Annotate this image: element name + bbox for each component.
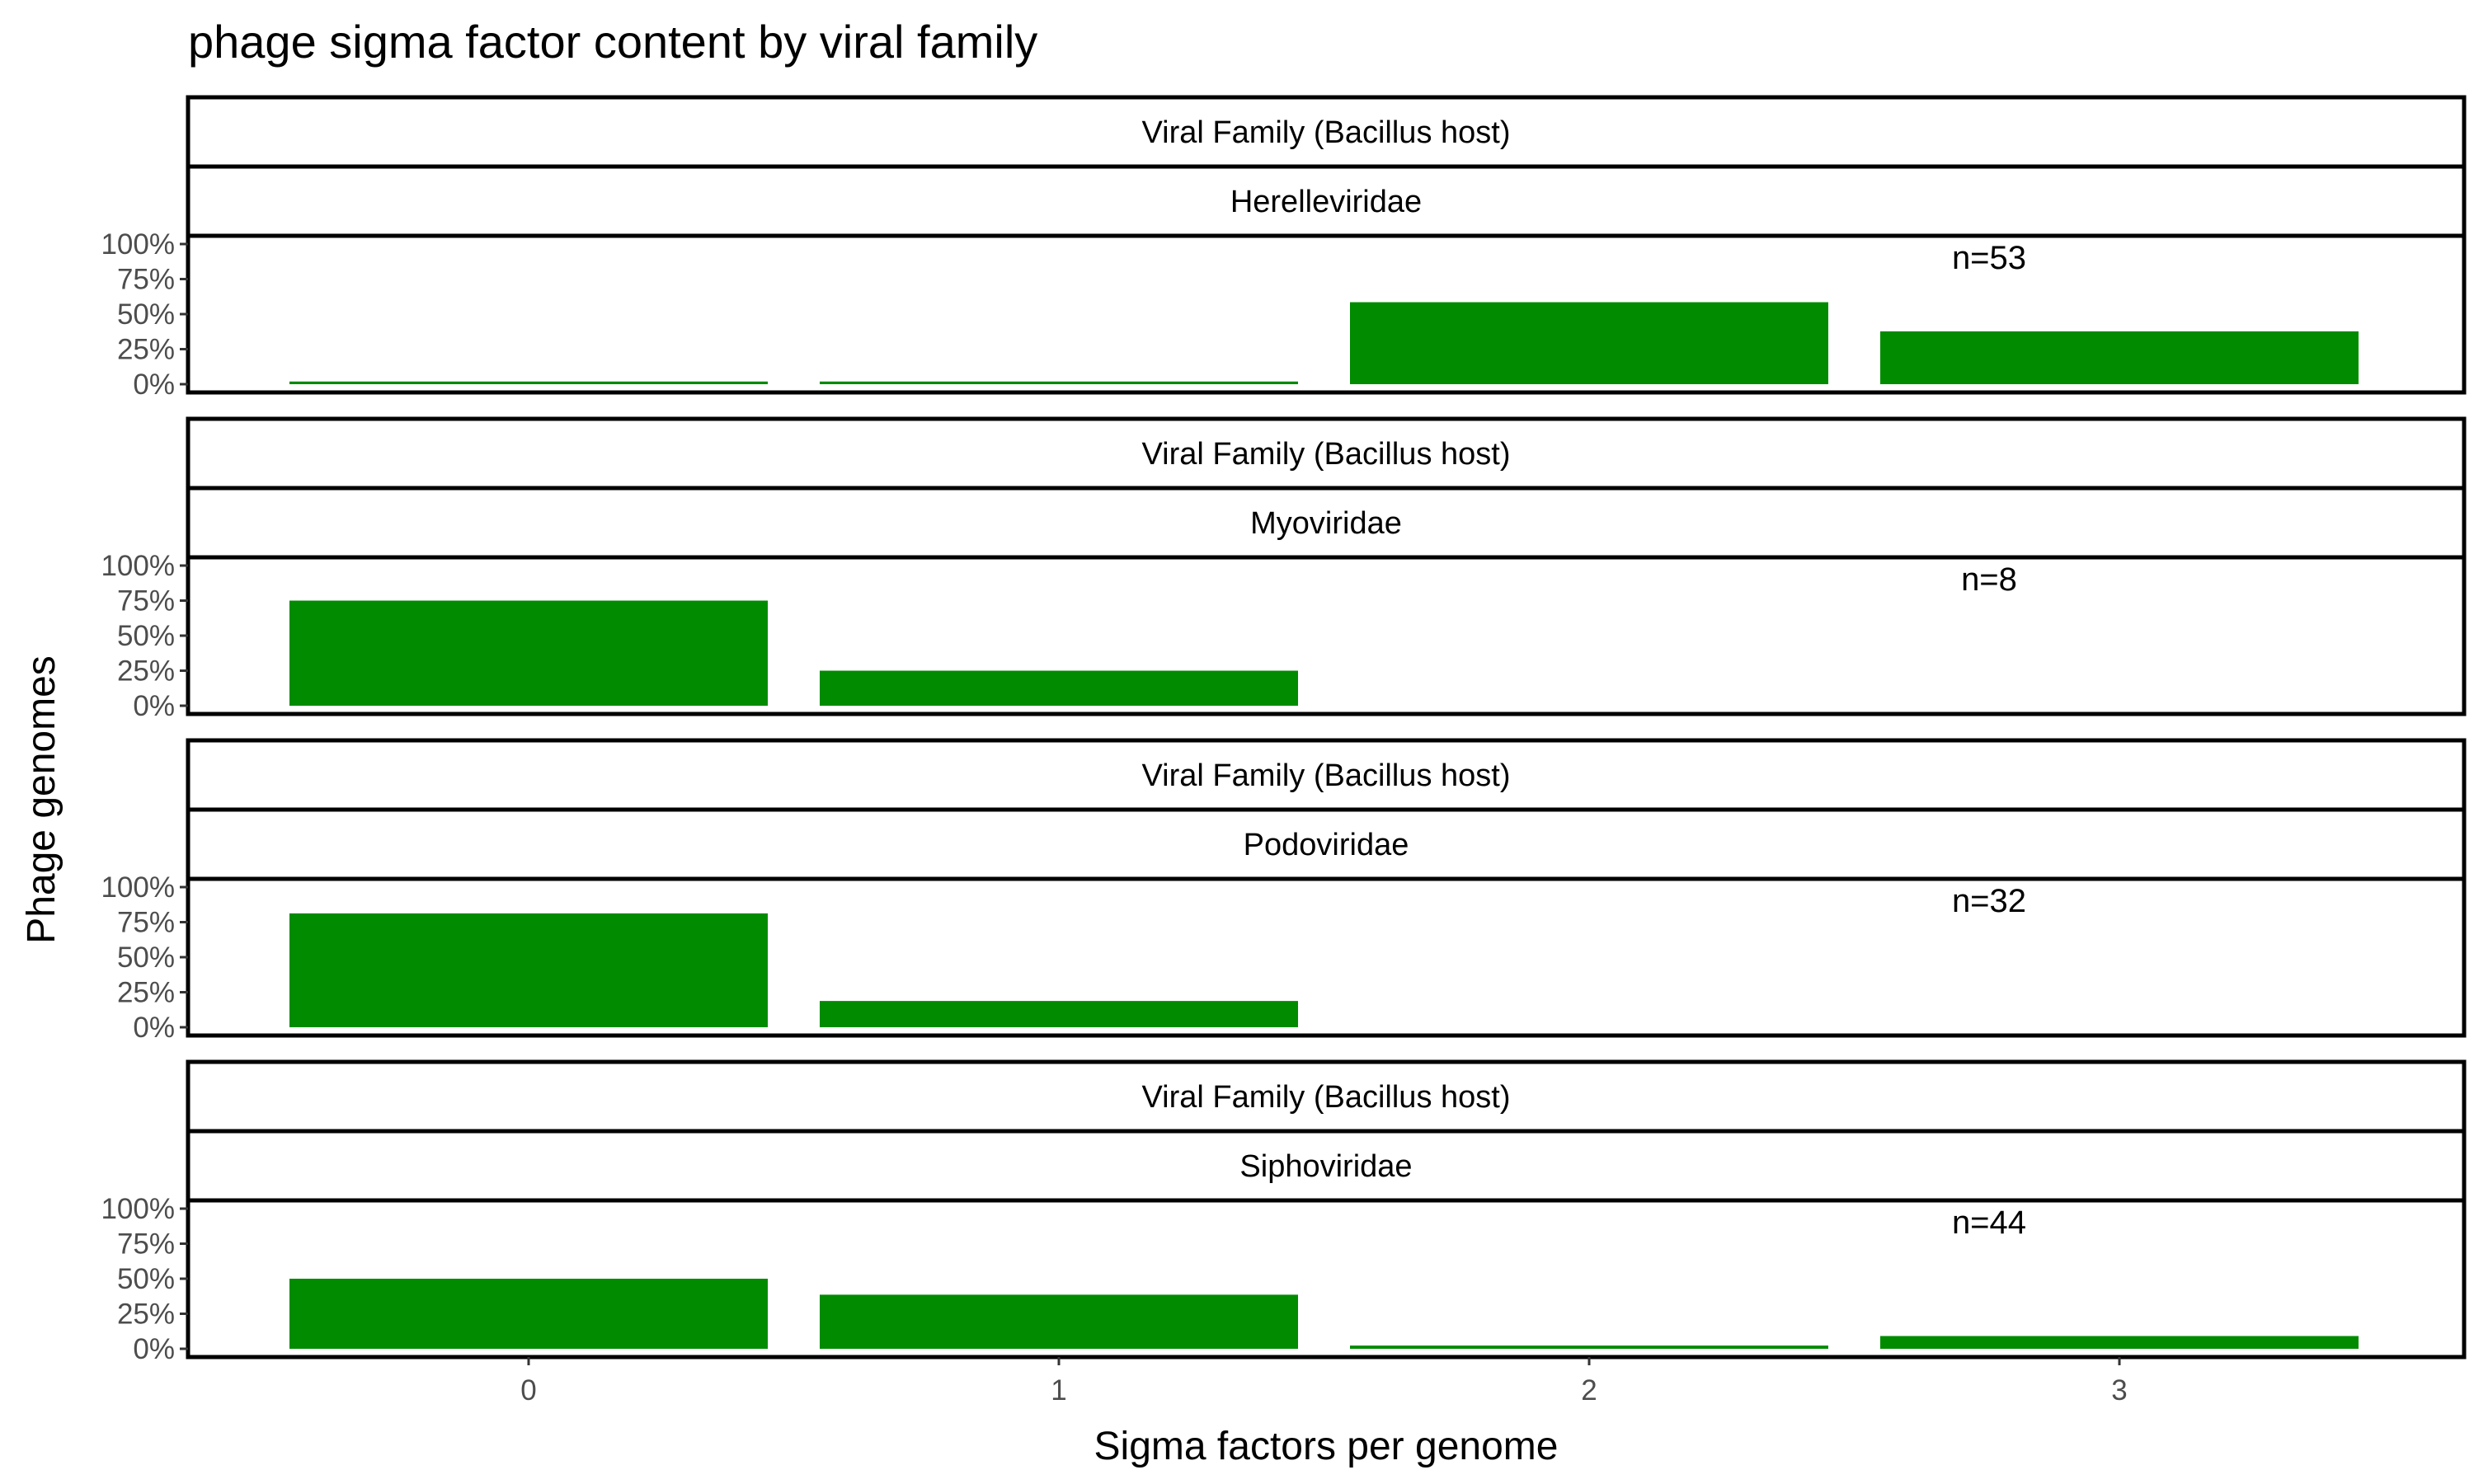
facet-strip-family-label: Podoviridae (1244, 828, 1409, 862)
y-tick-label: 75% (117, 1228, 175, 1261)
facet-panels: Viral Family (Bacillus host) Herellevirid… (101, 95, 2467, 1365)
facet-strip-family-label: Myoviridae (1250, 506, 1402, 541)
y-tick-label: 100% (101, 228, 175, 261)
facet-panel: Viral Family (Bacillus host) Siphoviridae… (101, 1059, 2467, 1365)
facet-strip-outer-label: Viral Family (Bacillus host) (1142, 758, 1511, 793)
y-tick-label: 0% (133, 1012, 175, 1044)
y-tick-label: 0% (133, 369, 175, 401)
bar (1350, 1345, 1828, 1349)
bar (1880, 1336, 2359, 1349)
y-tick-label: 0% (133, 690, 175, 722)
facet-strip-outer (186, 738, 2467, 812)
facet-strip-outer-label: Viral Family (Bacillus host) (1142, 1080, 1511, 1115)
facet-strip-inner (186, 164, 2467, 238)
y-tick-label: 75% (117, 585, 175, 618)
bar (289, 1279, 768, 1349)
sample-size-label: n=44 (1952, 1205, 2026, 1241)
facet-strip-family-label: Herelleviridae (1230, 185, 1422, 219)
facet-strip-inner (186, 486, 2467, 560)
facet-panel: Viral Family (Bacillus host) Herellevirid… (101, 95, 2467, 401)
facet-strip-inner (186, 1129, 2467, 1203)
x-tick-label: 0 (520, 1374, 536, 1407)
y-tick-label: 0% (133, 1333, 175, 1365)
sample-size-label: n=53 (1952, 240, 2026, 276)
facet-strip-family-label: Siphoviridae (1239, 1149, 1412, 1184)
y-tick-label: 50% (117, 298, 175, 331)
facet-panel: Viral Family (Bacillus host) Podoviridae 0… (101, 738, 2467, 1044)
bar (1350, 302, 1828, 384)
x-axis-title: Sigma factors per genome (1094, 1425, 1559, 1468)
bar (289, 913, 768, 1027)
bar (289, 381, 768, 384)
facet-strip-outer (186, 1059, 2467, 1134)
y-tick-label: 25% (117, 977, 175, 1009)
facet-strip-outer-label: Viral Family (Bacillus host) (1142, 437, 1511, 472)
y-tick-label: 75% (117, 264, 175, 296)
x-tick-label: 2 (1581, 1374, 1597, 1407)
facet-strip-outer-label: Viral Family (Bacillus host) (1142, 115, 1511, 150)
y-tick-label: 50% (117, 1263, 175, 1295)
bar (289, 600, 768, 706)
chart-title: phage sigma factor content by viral fami… (188, 16, 1037, 68)
y-tick-label: 50% (117, 620, 175, 652)
bar (820, 1001, 1298, 1027)
y-tick-label: 25% (117, 334, 175, 366)
facet-strip-outer (186, 95, 2467, 169)
facet-strip-outer (186, 416, 2467, 491)
bar (1880, 331, 2359, 384)
bar (820, 381, 1298, 384)
y-tick-label: 25% (117, 1298, 175, 1331)
y-axis-title: Phage genomes (20, 655, 63, 944)
bar (820, 670, 1298, 706)
y-tick-label: 50% (117, 942, 175, 974)
y-tick-label: 75% (117, 907, 175, 939)
y-tick-label: 25% (117, 655, 175, 688)
y-tick-label: 100% (101, 1193, 175, 1225)
y-tick-label: 100% (101, 871, 175, 904)
x-axis: 0 1 2 3 (520, 1357, 2128, 1407)
facet-panel: Viral Family (Bacillus host) Myoviridae 0%… (101, 416, 2467, 722)
sample-size-label: n=32 (1952, 883, 2026, 919)
x-tick-label: 3 (2111, 1374, 2127, 1407)
sample-size-label: n=8 (1961, 561, 2017, 598)
x-tick-label: 1 (1051, 1374, 1066, 1407)
y-tick-label: 100% (101, 550, 175, 582)
bar (820, 1294, 1298, 1349)
